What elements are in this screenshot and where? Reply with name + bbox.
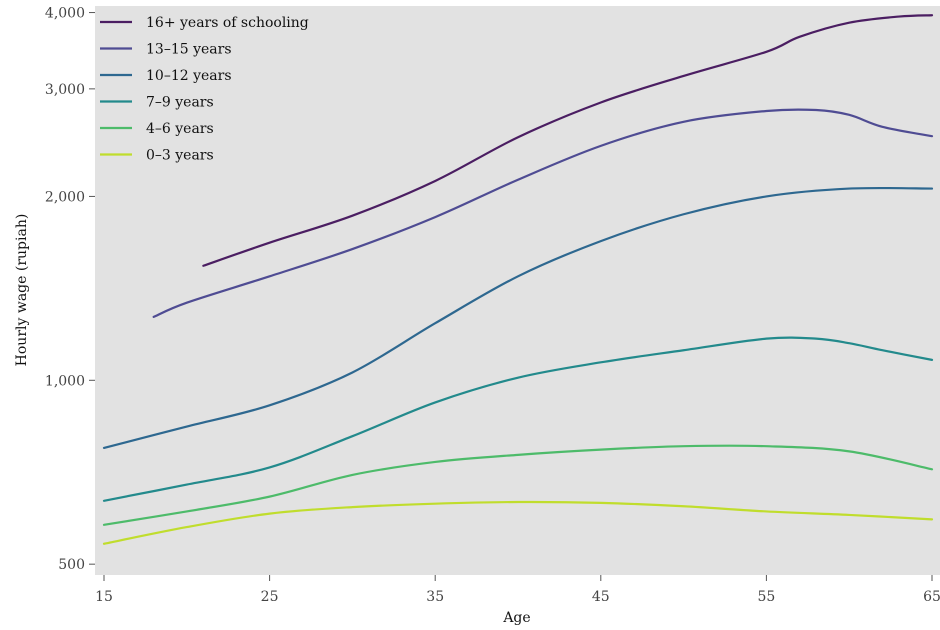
y-axis-title: Hourly wage (rupiah): [14, 214, 30, 367]
legend-label-4: 7–9 years: [146, 95, 214, 111]
legend: 16+ years of schooling 13–15 years 10–12 y…: [100, 15, 309, 164]
x-axis: 15 25 35 45 55 65: [95, 575, 940, 605]
legend-label-2: 13–15 years: [146, 42, 232, 58]
series-line-1: [202, 14, 934, 267]
legend-label-6: 0–3 years: [146, 148, 214, 164]
x-tick-label: 55: [757, 589, 775, 605]
series-line-6: [102, 500, 934, 545]
x-axis-title: Age: [502, 610, 530, 626]
plot-background: [95, 6, 940, 575]
series-line-2: [152, 108, 934, 318]
x-tick-label: 45: [592, 589, 610, 605]
y-tick-label: 3,000: [45, 82, 85, 98]
x-tick-label: 35: [426, 589, 444, 605]
y-tick-label: 2,000: [45, 189, 85, 205]
y-tick-label: 1,000: [45, 373, 85, 389]
legend-label-3: 10–12 years: [146, 68, 232, 84]
x-tick-label: 15: [95, 589, 113, 605]
series-layer: [102, 14, 934, 545]
series-line-5: [102, 444, 934, 526]
series-line-4: [102, 336, 934, 502]
y-tick-label: 500: [58, 557, 85, 573]
x-tick-label: 65: [923, 589, 940, 605]
legend-label-1: 16+ years of schooling: [146, 15, 309, 31]
x-tick-label: 25: [261, 589, 279, 605]
y-axis: 500 1,000 2,000 3,000 4,000: [45, 6, 95, 573]
series-line-3: [102, 186, 934, 450]
legend-label-5: 4–6 years: [146, 121, 214, 137]
y-tick-label: 4,000: [45, 6, 85, 22]
